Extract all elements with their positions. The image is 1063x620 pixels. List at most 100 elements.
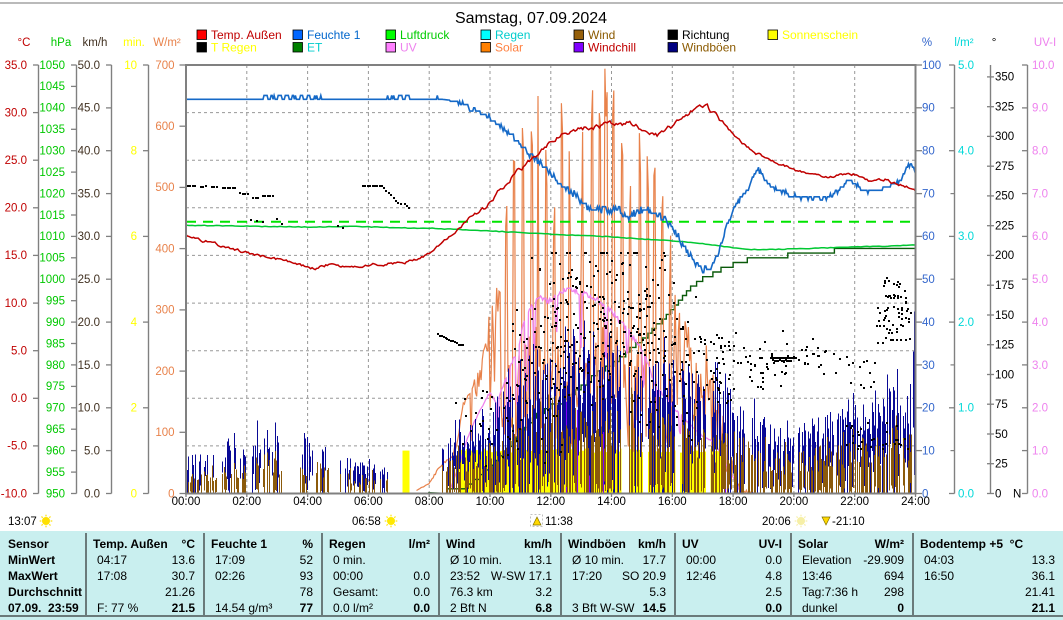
svg-text:985: 985 (46, 338, 65, 350)
svg-text:20: 20 (922, 403, 935, 415)
svg-text:13:07: 13:07 (8, 516, 37, 528)
svg-text:30.0: 30.0 (78, 231, 100, 243)
svg-text:UV-I: UV-I (1034, 37, 1056, 49)
svg-text:175: 175 (995, 280, 1014, 292)
svg-text:70: 70 (922, 188, 935, 200)
svg-text:6: 6 (131, 231, 137, 243)
svg-text:980: 980 (46, 360, 65, 372)
svg-text:-5.0: -5.0 (7, 441, 27, 453)
svg-text:150: 150 (995, 310, 1014, 322)
svg-text:100: 100 (995, 369, 1014, 381)
svg-text:325: 325 (995, 102, 1014, 114)
svg-text:1.0: 1.0 (1032, 445, 1048, 457)
svg-text:25.0: 25.0 (78, 274, 100, 286)
svg-text:1035: 1035 (39, 124, 65, 136)
svg-text:2.0: 2.0 (958, 317, 974, 329)
svg-text:1005: 1005 (39, 253, 65, 265)
svg-text:5.0: 5.0 (958, 60, 974, 72)
svg-text:200: 200 (995, 250, 1014, 262)
svg-text:4.0: 4.0 (958, 146, 974, 158)
svg-text:4.0: 4.0 (1032, 317, 1048, 329)
svg-text:Richtung: Richtung (682, 28, 729, 42)
svg-text:1045: 1045 (39, 81, 65, 93)
svg-text:22:00: 22:00 (840, 496, 869, 508)
svg-text:60: 60 (922, 231, 935, 243)
svg-text:15.0: 15.0 (78, 360, 100, 372)
svg-text:10.0: 10.0 (78, 403, 100, 415)
svg-text:0.0: 0.0 (958, 488, 974, 500)
svg-text:950: 950 (46, 488, 65, 500)
svg-text:350: 350 (995, 72, 1014, 84)
svg-text:Wind: Wind (588, 28, 615, 42)
svg-text:50.0: 50.0 (78, 60, 100, 72)
svg-text:1025: 1025 (39, 167, 65, 179)
svg-text:0.0: 0.0 (1032, 488, 1048, 500)
svg-text:4: 4 (131, 317, 138, 329)
svg-text:24:00: 24:00 (901, 496, 930, 508)
svg-text:N: N (1013, 488, 1021, 500)
svg-text:08:00: 08:00 (415, 496, 444, 508)
svg-text:10:00: 10:00 (476, 496, 505, 508)
svg-text:2: 2 (131, 403, 137, 415)
svg-text:35.0: 35.0 (5, 60, 27, 72)
svg-text:ET: ET (307, 41, 323, 55)
svg-text:20.0: 20.0 (78, 317, 100, 329)
svg-text:30: 30 (922, 360, 935, 372)
svg-text:125: 125 (995, 340, 1014, 352)
svg-text:0: 0 (922, 488, 928, 500)
svg-text:5.0: 5.0 (1032, 274, 1048, 286)
svg-text:275: 275 (995, 161, 1014, 173)
svg-text:10.0: 10.0 (5, 298, 27, 310)
svg-text:1010: 1010 (39, 231, 65, 243)
svg-text:20.0: 20.0 (5, 203, 27, 215)
svg-text:10: 10 (124, 60, 137, 72)
svg-text:1020: 1020 (39, 188, 65, 200)
svg-text:%: % (922, 37, 932, 49)
svg-text:1015: 1015 (39, 210, 65, 222)
svg-text:7.0: 7.0 (1032, 188, 1048, 200)
svg-text:9.0: 9.0 (1032, 103, 1048, 115)
svg-text:14:00: 14:00 (597, 496, 626, 508)
svg-text:T Regen: T Regen (211, 41, 257, 55)
svg-text:80: 80 (922, 146, 935, 158)
svg-text:35.0: 35.0 (78, 188, 100, 200)
svg-text:955: 955 (46, 467, 65, 479)
svg-text:Windböen: Windböen (682, 41, 736, 55)
svg-text:40.0: 40.0 (78, 146, 100, 158)
svg-text:45.0: 45.0 (78, 103, 100, 115)
svg-text:°C: °C (18, 37, 31, 49)
svg-text:30.0: 30.0 (5, 107, 27, 119)
svg-text:8.0: 8.0 (1032, 146, 1048, 158)
svg-text:Samstag, 07.09.2024: Samstag, 07.09.2024 (455, 10, 607, 27)
svg-text:3.0: 3.0 (958, 231, 974, 243)
svg-text:06:58: 06:58 (352, 516, 381, 528)
svg-text:10: 10 (922, 445, 935, 457)
svg-text:75: 75 (995, 399, 1008, 411)
svg-text:0: 0 (131, 488, 137, 500)
svg-text:10.0: 10.0 (1032, 60, 1054, 72)
svg-text:20:06: 20:06 (762, 516, 791, 528)
svg-text:1.0: 1.0 (958, 403, 974, 415)
svg-text:5.0: 5.0 (11, 346, 27, 358)
svg-text:W/m²: W/m² (153, 37, 181, 49)
svg-text:-21:10: -21:10 (832, 516, 865, 528)
svg-text:25.0: 25.0 (5, 155, 27, 167)
svg-text:500: 500 (155, 182, 174, 194)
svg-text:100: 100 (922, 60, 941, 72)
svg-text:40: 40 (922, 317, 935, 329)
svg-text:300: 300 (155, 305, 174, 317)
svg-text:250: 250 (995, 191, 1014, 203)
svg-text:2.0: 2.0 (1032, 403, 1048, 415)
svg-text:0.0: 0.0 (84, 488, 100, 500)
svg-text:UV: UV (400, 41, 417, 55)
svg-text:°: ° (992, 37, 997, 49)
svg-text:km/h: km/h (83, 37, 108, 49)
svg-text:995: 995 (46, 296, 65, 308)
svg-text:400: 400 (155, 243, 174, 255)
svg-text:5.0: 5.0 (84, 445, 100, 457)
svg-text:8: 8 (131, 146, 137, 158)
svg-text:16:00: 16:00 (658, 496, 687, 508)
svg-text:min.: min. (123, 37, 145, 49)
svg-text:11:38: 11:38 (545, 516, 573, 528)
svg-text:02:00: 02:00 (232, 496, 261, 508)
